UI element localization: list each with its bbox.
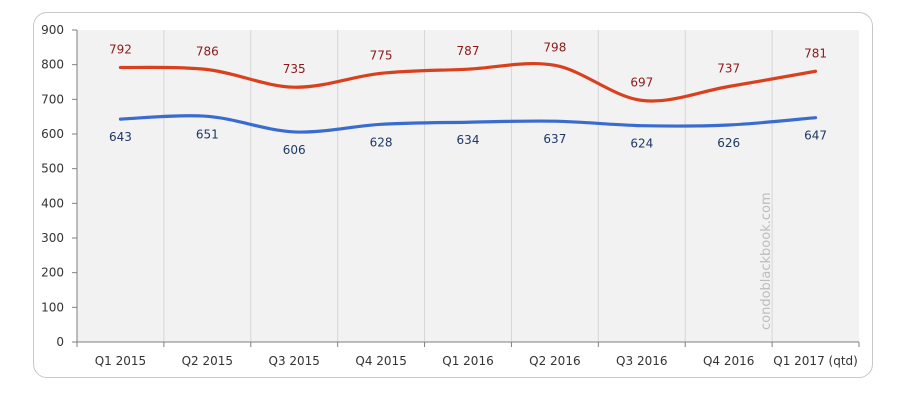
data-labels: 792 786 735 775 787 798 697 737 781 643 651 606 628 6… <box>109 40 827 157</box>
y-tick-label: 300 <box>41 231 64 245</box>
data-label: 787 <box>457 44 480 58</box>
data-label: 651 <box>196 127 219 141</box>
data-label: 697 <box>630 75 653 89</box>
data-label: 735 <box>283 62 306 76</box>
y-tick-label: 800 <box>41 58 64 72</box>
x-tick-label: Q3 2016 <box>616 354 667 368</box>
data-label: 626 <box>717 136 740 150</box>
data-label: 634 <box>457 133 480 147</box>
data-label: 643 <box>109 130 132 144</box>
data-label: 775 <box>370 48 393 62</box>
y-tick-label: 600 <box>41 127 64 141</box>
data-label: 647 <box>804 129 827 143</box>
x-axis-ticks: Q1 2015 Q2 2015 Q3 2015 Q4 2015 Q1 2016 Q2 20… <box>76 342 860 368</box>
x-tick-label: Q1 2016 <box>442 354 493 368</box>
data-label: 798 <box>543 40 566 54</box>
data-label: 606 <box>283 143 306 157</box>
x-tick-label: Q4 2016 <box>703 354 754 368</box>
y-tick-label: 0 <box>56 335 64 349</box>
data-label: 792 <box>109 42 132 56</box>
x-tick-label: Q4 2015 <box>355 354 406 368</box>
watermark: condoblackbook.com <box>759 192 774 330</box>
x-tick-label: Q2 2015 <box>182 354 233 368</box>
axes <box>76 30 859 343</box>
plot-area <box>77 30 859 342</box>
x-tick-label: Q1 2017 (qtd) <box>773 354 858 368</box>
y-tick-label: 400 <box>41 196 64 210</box>
data-label: 737 <box>717 62 740 76</box>
data-label: 624 <box>630 137 653 151</box>
y-tick-label: 500 <box>41 162 64 176</box>
y-tick-label: 900 <box>41 23 64 37</box>
x-tick-label: Q3 2015 <box>269 354 320 368</box>
grid-lines <box>163 30 773 342</box>
data-label: 781 <box>804 46 827 60</box>
y-axis-ticks: 0 100 200 300 400 500 600 700 800 900 <box>41 23 77 349</box>
y-tick-label: 100 <box>41 300 64 314</box>
series-line-2 <box>118 114 818 134</box>
x-tick-label: Q1 2015 <box>95 354 146 368</box>
data-label: 628 <box>370 135 393 149</box>
data-label: 637 <box>543 132 566 146</box>
y-tick-label: 700 <box>41 92 64 106</box>
data-label: 786 <box>196 45 219 59</box>
series-lines <box>118 62 818 134</box>
y-tick-label: 200 <box>41 266 64 280</box>
x-tick-label: Q2 2016 <box>529 354 580 368</box>
series-line-1 <box>118 62 818 103</box>
